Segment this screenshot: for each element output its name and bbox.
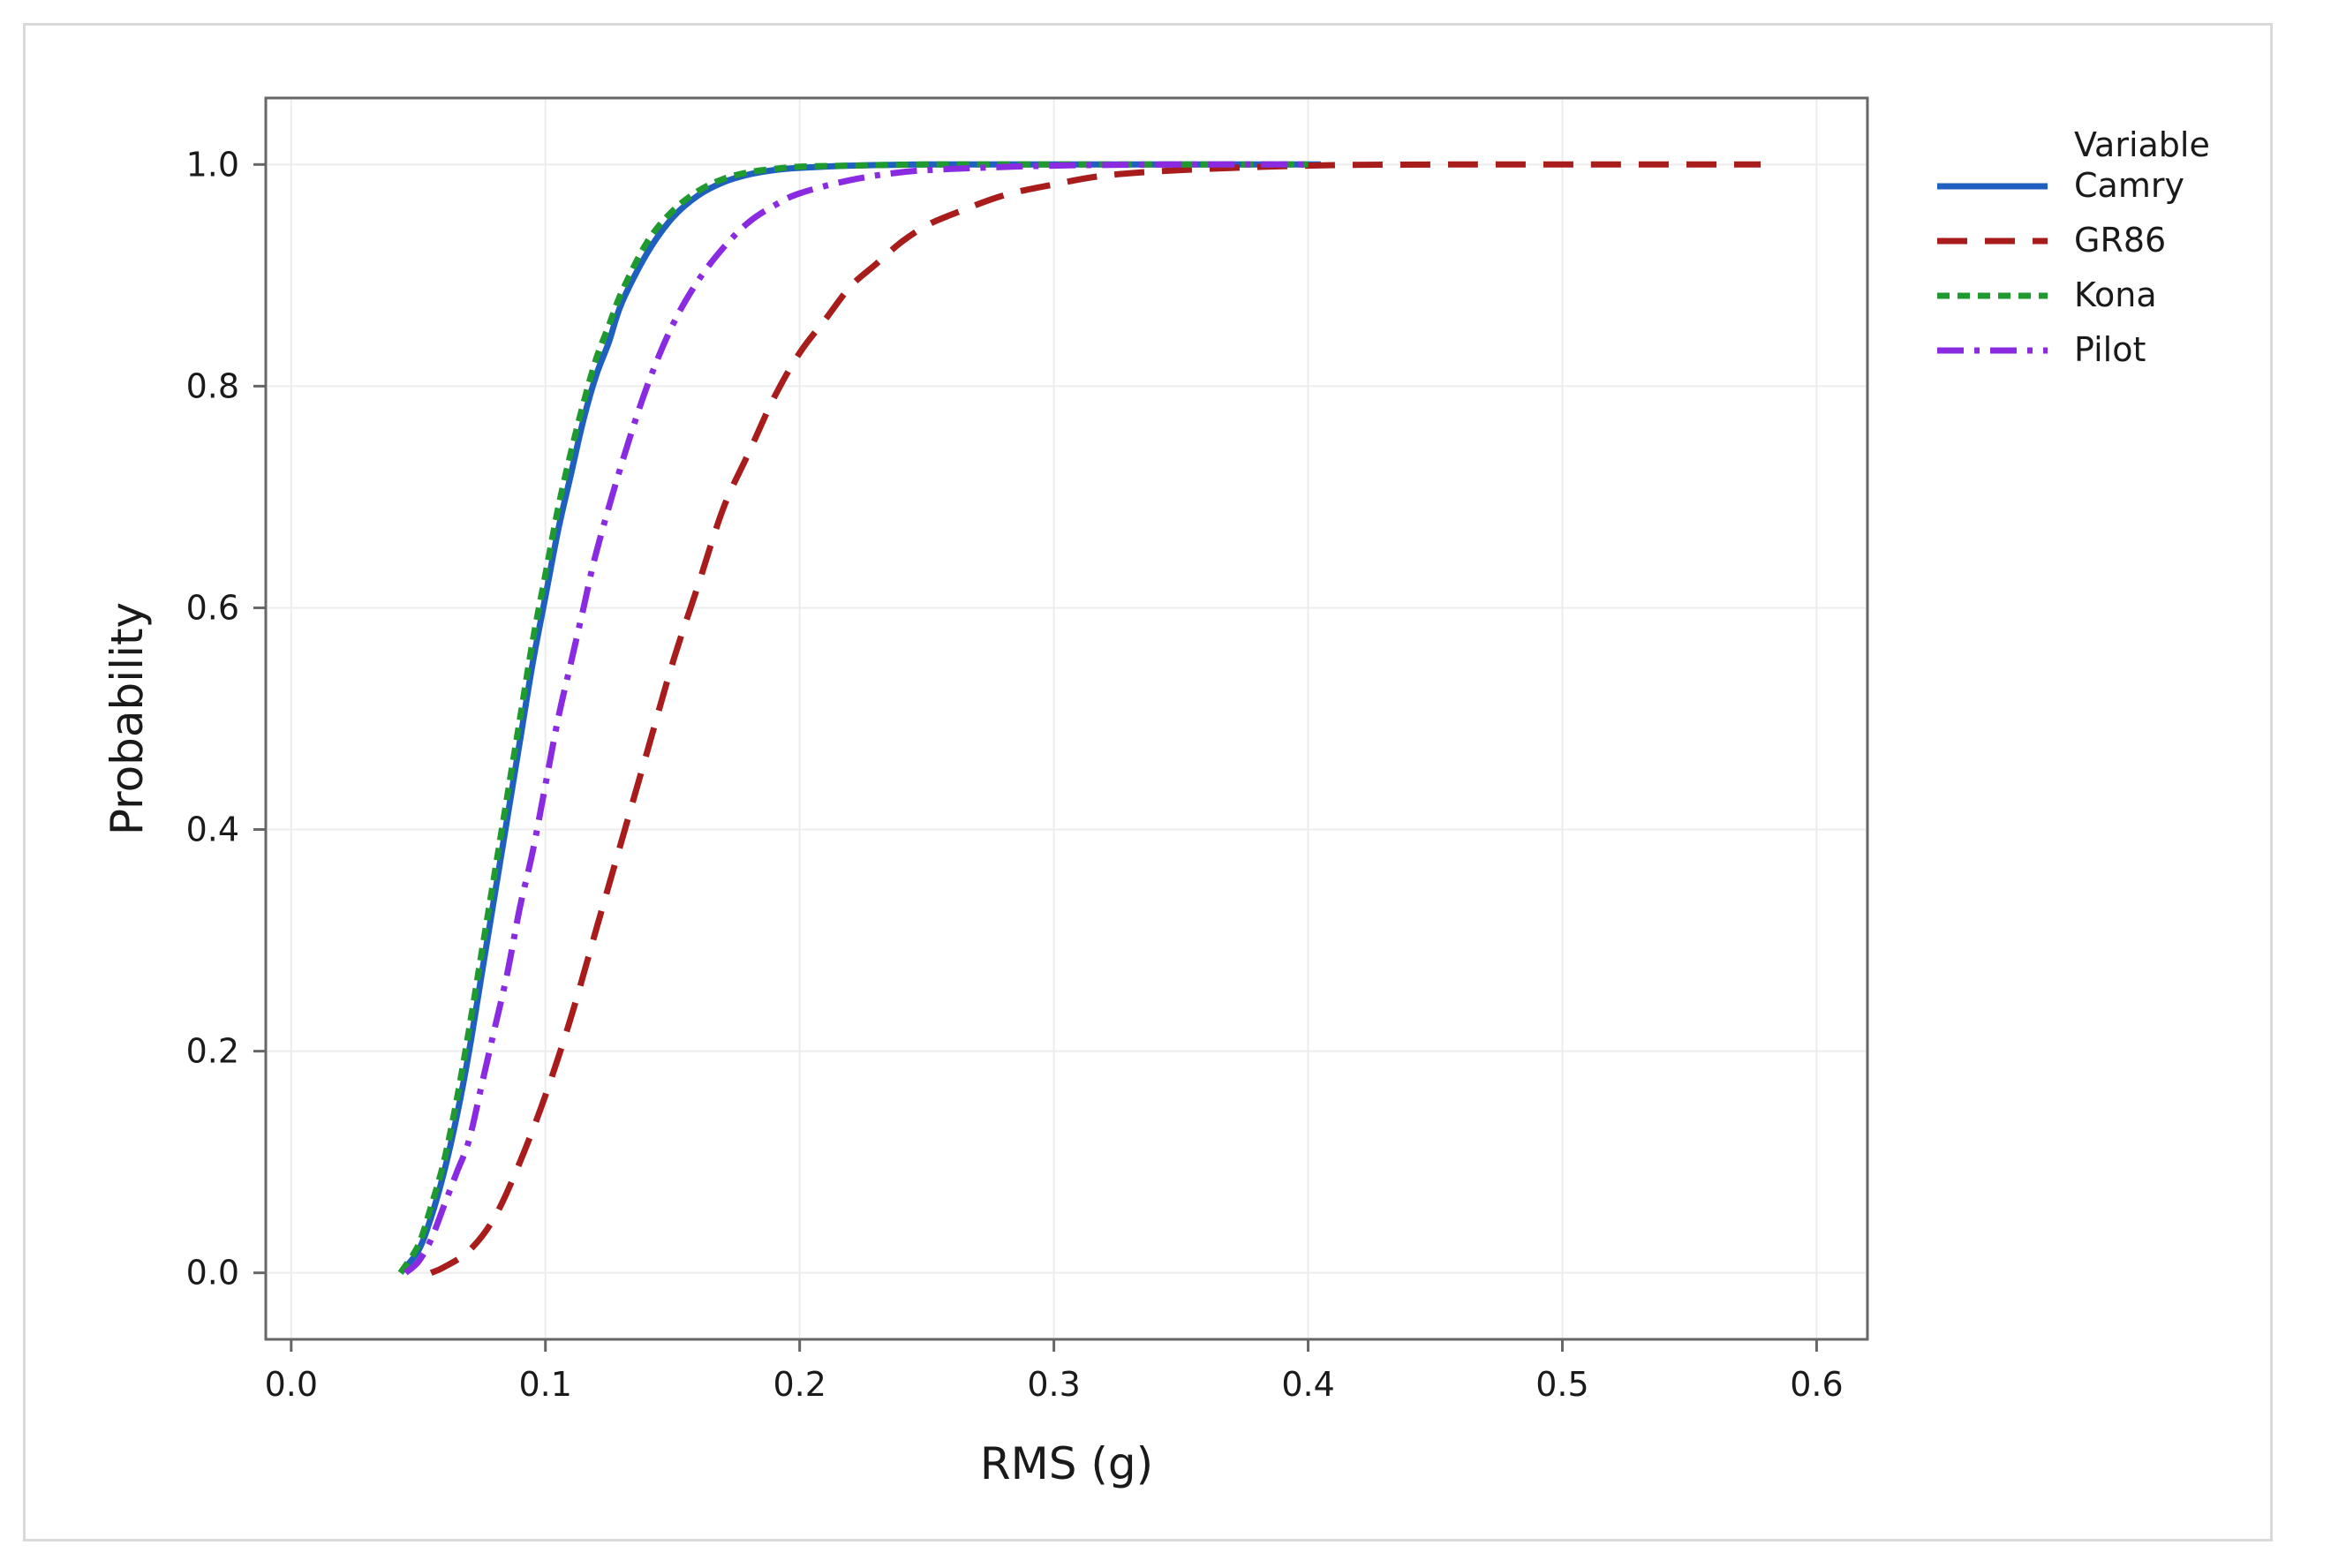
y-axis: 0.0 0.2 0.4 0.6 0.8 1.0 <box>186 145 266 1293</box>
x-axis: 0.0 0.1 0.2 0.3 0.4 0.5 0.6 <box>265 1339 1844 1404</box>
plot-area <box>264 96 1869 1341</box>
series-line-pilot <box>404 161 1309 1276</box>
y-tick-label: 0.6 <box>186 588 239 627</box>
x-axis-title: RMS (g) <box>980 1438 1153 1489</box>
legend-label-gr86: GR86 <box>2074 221 2166 260</box>
x-tick-label: 0.5 <box>1535 1365 1588 1404</box>
legend-label-camry: Camry <box>2074 166 2184 205</box>
x-tick-label: 0.1 <box>519 1365 572 1404</box>
y-tick-label: 0.4 <box>186 810 239 849</box>
series-line-kona <box>397 161 1309 1275</box>
y-tick-label: 0.8 <box>186 366 239 405</box>
series-layer <box>397 161 1761 1276</box>
y-tick-label: 1.0 <box>186 145 239 184</box>
legend-title: Variable <box>2074 125 2210 164</box>
y-tick-label: 0.2 <box>186 1032 239 1071</box>
legend-label-pilot: Pilot <box>2074 330 2146 369</box>
chart-svg: 0.0 0.1 0.2 0.3 0.4 0.5 0.6 0.0 0.2 0.4 0.6 0.8 1.0… <box>102 96 2210 1489</box>
x-tick-label: 0.4 <box>1281 1365 1334 1404</box>
series-line-gr86 <box>429 161 1761 1276</box>
x-tick-label: 0.3 <box>1027 1365 1080 1404</box>
chart-frame: 0.0 0.1 0.2 0.3 0.4 0.5 0.6 0.0 0.2 0.4 0.6 0.8 1.0… <box>23 23 2273 1542</box>
legend: Variable Camry GR86 Kona Pilot <box>1937 125 2210 369</box>
x-tick-label: 0.0 <box>265 1365 318 1404</box>
x-tick-label: 0.2 <box>773 1365 826 1404</box>
y-axis-title: Probability <box>102 602 153 835</box>
y-tick-label: 0.0 <box>186 1254 239 1293</box>
legend-label-kona: Kona <box>2074 275 2157 314</box>
x-tick-label: 0.6 <box>1790 1365 1843 1404</box>
